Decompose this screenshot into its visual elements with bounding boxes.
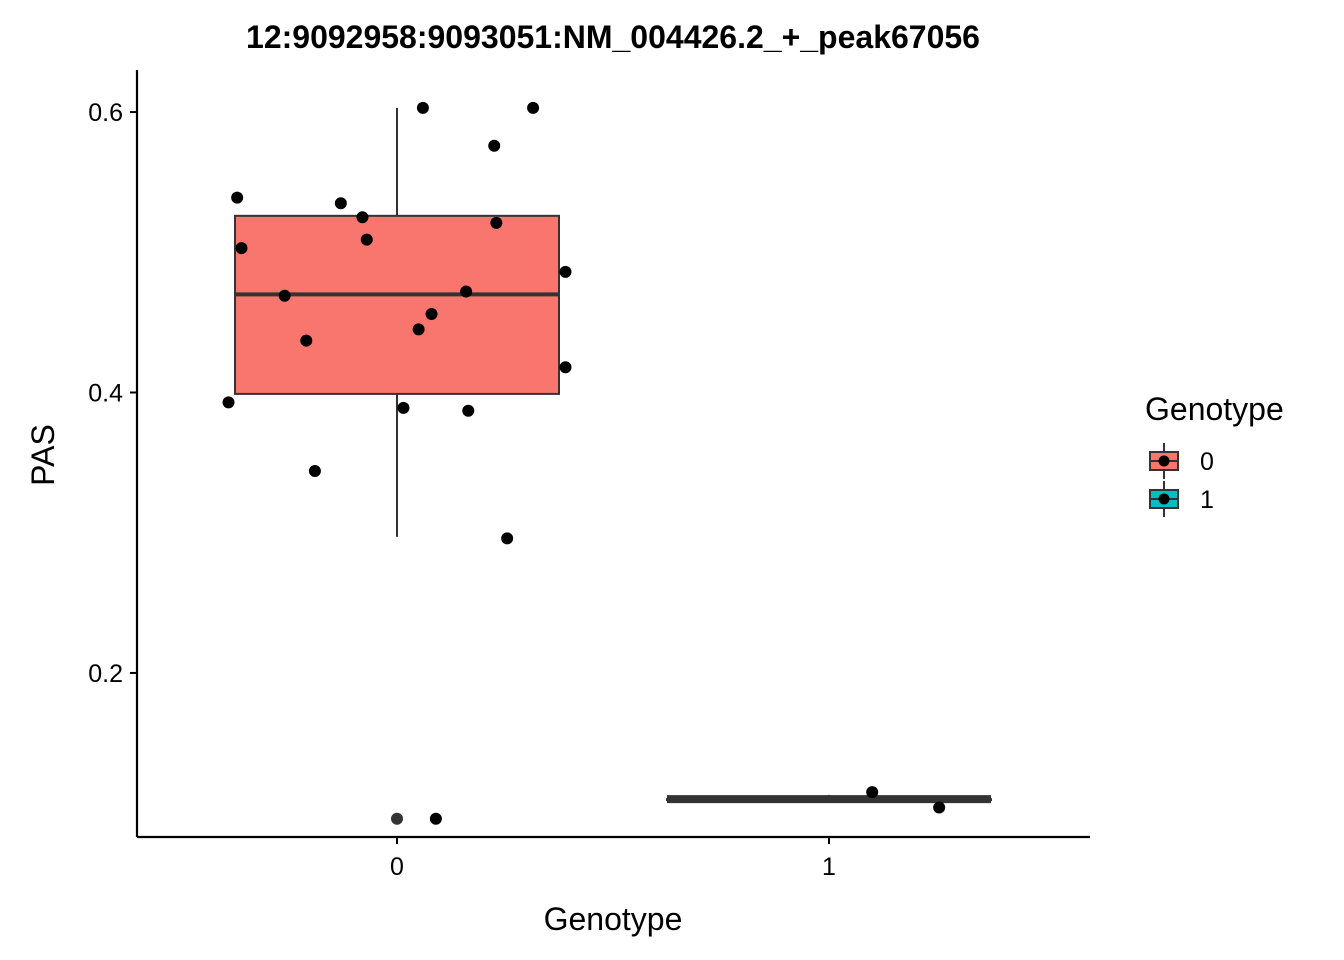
- data-point: [559, 265, 572, 278]
- data-point: [462, 404, 475, 417]
- legend-title: Genotype: [1145, 391, 1284, 427]
- legend-key-point: [1158, 455, 1170, 467]
- legend-label: 1: [1200, 486, 1214, 514]
- data-point: [300, 334, 313, 347]
- x-tick-label: 1: [822, 853, 836, 881]
- box-outlier-point: [391, 812, 403, 825]
- data-point: [412, 323, 425, 336]
- data-point: [334, 197, 347, 210]
- data-point: [235, 242, 248, 255]
- y-axis-title: PAS: [25, 424, 61, 486]
- box-body: [234, 214, 560, 395]
- data-point: [231, 191, 244, 204]
- x-tick-label: 0: [390, 853, 404, 881]
- data-point: [490, 216, 503, 229]
- y-tick-label: 0.6: [88, 99, 123, 127]
- plot-panel: 0.2 0.4 0.6 0 1: [88, 70, 1090, 881]
- y-tick-label: 0.4: [88, 380, 123, 408]
- data-point: [501, 532, 514, 545]
- legend-key-point: [1158, 493, 1170, 505]
- x-axis-title: Genotype: [544, 901, 683, 937]
- data-point: [425, 307, 438, 320]
- data-point: [222, 396, 235, 409]
- data-point: [360, 233, 373, 246]
- y-tick-label: 0.2: [88, 660, 123, 688]
- data-point: [397, 401, 410, 414]
- legend: Genotype 0 1: [1145, 391, 1284, 517]
- data-point: [488, 139, 501, 152]
- chart-title: 12:9092958:9093051:NM_004426.2_+_peak670…: [246, 19, 980, 55]
- data-point: [559, 361, 572, 374]
- data-point: [308, 465, 321, 478]
- data-point: [866, 786, 879, 799]
- data-point: [429, 812, 442, 825]
- data-point: [278, 289, 291, 302]
- data-point: [933, 801, 946, 814]
- data-point: [416, 101, 429, 114]
- data-point: [527, 101, 540, 114]
- data-point: [356, 211, 369, 224]
- data-point: [460, 285, 473, 298]
- legend-label: 0: [1200, 448, 1214, 476]
